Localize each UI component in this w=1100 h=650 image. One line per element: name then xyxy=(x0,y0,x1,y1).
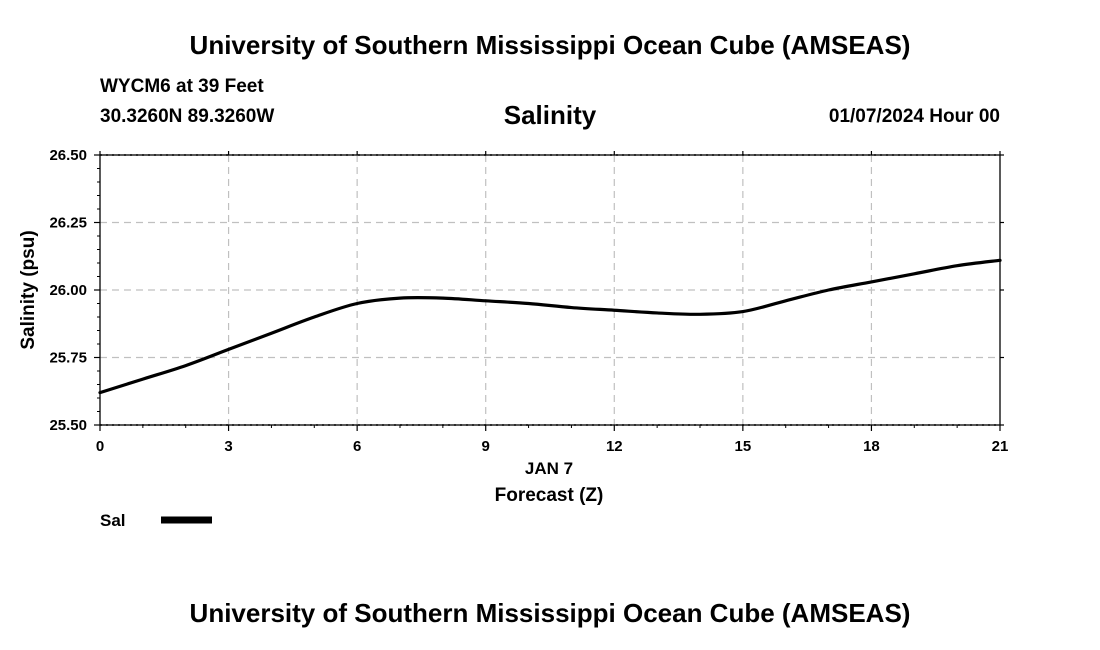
axis-ticks: 0 3 6 9 12 15 18 21 25.50 25.75 26.00 26.25 26.50 xyxy=(49,147,1008,455)
chart-grid xyxy=(100,154,1000,426)
x-tick-label: 12 xyxy=(606,438,623,455)
series-layer xyxy=(98,258,1002,395)
legend: Sal xyxy=(100,511,212,530)
chart-title: Salinity xyxy=(504,100,597,130)
y-tick-label: 25.75 xyxy=(49,350,87,367)
footer-title: University of Southern Mississippi Ocean… xyxy=(189,598,911,628)
x-tick-label: 18 xyxy=(863,438,880,455)
station-coordinates: 30.3260N 89.3260W xyxy=(100,106,275,127)
x-tick-label: 0 xyxy=(96,438,104,455)
y-tick-label: 26.25 xyxy=(49,215,87,232)
y-tick-label: 26.00 xyxy=(49,282,87,299)
x-tick-label: 9 xyxy=(482,438,490,455)
y-tick-label: 26.50 xyxy=(49,147,87,164)
y-tick-label: 25.50 xyxy=(49,417,87,434)
station-label: WYCM6 at 39 Feet xyxy=(100,76,264,97)
x-tick-label: 15 xyxy=(735,438,752,455)
x-tick-label: 3 xyxy=(224,438,232,455)
legend-label: Sal xyxy=(100,511,126,530)
page-title: University of Southern Mississippi Ocean… xyxy=(189,30,911,60)
x-tick-label: 6 xyxy=(353,438,361,455)
x-axis-title: Forecast (Z) xyxy=(495,485,604,506)
forecast-datetime: 01/07/2024 Hour 00 xyxy=(828,106,1000,127)
y-axis-title: Salinity (psu) xyxy=(18,230,39,349)
series-line-sal xyxy=(98,258,1002,395)
x-date-label: JAN 7 xyxy=(525,459,573,478)
x-tick-label: 21 xyxy=(992,438,1009,455)
